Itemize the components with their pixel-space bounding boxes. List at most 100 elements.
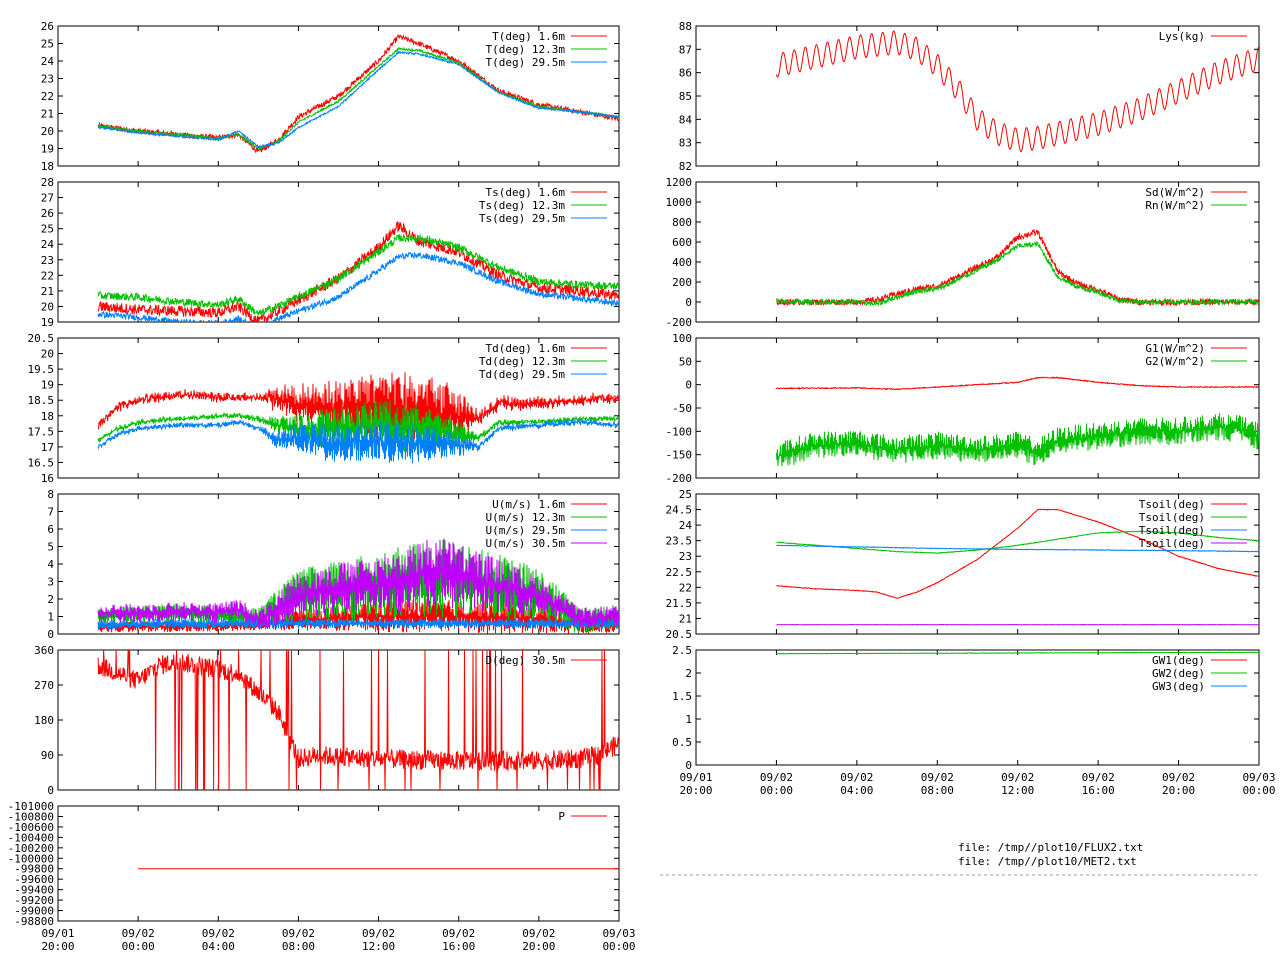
y-tick-label: -100200 <box>8 842 54 855</box>
y-tick-label: 16 <box>41 472 54 485</box>
legend-label: Ts(deg) 12.3m <box>479 199 565 212</box>
y-tick-label: 86 <box>679 67 692 80</box>
x-tick-label: 09/02 <box>1162 771 1195 784</box>
y-tick-label: 20 <box>41 125 54 138</box>
series-line-d-0 <box>97 650 619 790</box>
y-tick-label: 22 <box>679 581 692 594</box>
y-tick-label: 18 <box>41 160 54 173</box>
x-tick-label: 09/02 <box>362 927 395 940</box>
file-label-2: file: /tmp//plot10/MET2.txt <box>958 855 1137 868</box>
series-line-g-0 <box>776 376 1259 391</box>
plot-frame <box>57 337 620 479</box>
legend-label: Ts(deg) 1.6m <box>486 186 566 199</box>
x-tick-label: 09/02 <box>282 927 315 940</box>
x-tick-label: 09/01 <box>41 927 74 940</box>
series-line-g-1 <box>775 412 1259 467</box>
panel-d: 0 90 180 270 360 D(deg) 30.5m <box>34 644 620 797</box>
series-line-lys-0 <box>775 30 1259 153</box>
legend-label: T(deg) 29.5m <box>486 56 566 69</box>
legend-label: Td(deg) 29.5m <box>479 368 565 381</box>
y-tick-label: -100000 <box>8 852 54 865</box>
y-tick-label: 18 <box>41 410 54 423</box>
y-tick-label: -50 <box>672 402 692 415</box>
x-tick-label: 09/03 <box>1242 771 1275 784</box>
y-tick-label: -99000 <box>14 905 54 918</box>
y-tick-label: -98800 <box>14 915 54 928</box>
y-tick-label: 1000 <box>666 196 693 209</box>
legend-label: D(deg) 30.5m <box>486 654 566 667</box>
legend-label: U(m/s) 12.3m <box>486 511 566 524</box>
x-tick-label: 09/02 <box>840 771 873 784</box>
series-area <box>776 508 1259 626</box>
legend-label: Tsoil(deg) <box>1139 537 1205 550</box>
y-tick-label: -100800 <box>8 810 54 823</box>
y-tick-label: 24 <box>41 55 55 68</box>
legend-label: G2(W/m^2) <box>1145 355 1205 368</box>
series-line-u-2 <box>97 618 619 631</box>
series-line-sd-0 <box>775 228 1259 307</box>
legend-label: Rn(W/m^2) <box>1145 199 1205 212</box>
y-tick-label: 19 <box>41 379 54 392</box>
y-tick-label: 6 <box>47 523 54 536</box>
y-tick-label: 19.5 <box>28 363 55 376</box>
x-tick-label: 00:00 <box>602 940 635 953</box>
x-tick-label: 09/02 <box>1082 771 1115 784</box>
y-tick-label: 87 <box>679 43 692 56</box>
y-tick-label: 360 <box>34 644 54 657</box>
legend-label: Sd(W/m^2) <box>1145 186 1205 199</box>
y-tick-label: 8 <box>47 488 54 501</box>
legend-label: Ts(deg) 29.5m <box>479 212 565 225</box>
series-area <box>775 228 1259 307</box>
y-tick-label: 1.5 <box>672 690 692 703</box>
x-tick-label: 00:00 <box>1242 784 1275 797</box>
x-tick-label: 20:00 <box>522 940 555 953</box>
y-tick-label: 82 <box>679 160 692 173</box>
y-tick-label: 19 <box>41 143 54 156</box>
legend-label: Tsoil(deg) <box>1139 524 1205 537</box>
y-tick-label: 26 <box>41 207 54 220</box>
panel-lys: 82 83 84 85 86 87 88 Lys(kg) <box>679 20 1260 173</box>
x-tick-label: 09/02 <box>760 771 793 784</box>
plot-frame <box>57 805 620 922</box>
series-area <box>97 650 619 790</box>
x-tick-label: 12:00 <box>1001 784 1034 797</box>
y-tick-label: 0.5 <box>672 736 692 749</box>
y-tick-label: 50 <box>679 355 692 368</box>
y-tick-label: -150 <box>666 449 693 462</box>
legend-label: T(deg) 1.6m <box>492 30 565 43</box>
y-tick-label: 800 <box>672 216 692 229</box>
y-tick-label: 90 <box>41 749 54 762</box>
x-tick-label: 00:00 <box>122 940 155 953</box>
y-tick-label: 0 <box>685 379 692 392</box>
y-tick-label: 83 <box>679 137 692 150</box>
y-tick-label: 2 <box>47 593 54 606</box>
x-tick-label: 09/02 <box>1001 771 1034 784</box>
y-tick-label: 28 <box>41 176 54 189</box>
plot-frame <box>695 649 1260 766</box>
y-tick-label: 21 <box>679 612 692 625</box>
panel-g: -200 -150 -100 -50 0 50 100 G1(W/m^2)G2(W/m^2) <box>666 332 1260 485</box>
y-tick-label: 21 <box>41 285 54 298</box>
x-tick-label: 04:00 <box>202 940 235 953</box>
panel-td: 16 16.5 17 17.5 18 18.5 19 19.5 20 20.5 Td(deg) 1.… <box>28 332 620 485</box>
legend-label: T(deg) 12.3m <box>486 43 566 56</box>
y-tick-label: -99600 <box>14 873 54 886</box>
y-tick-label: 0 <box>685 759 692 772</box>
series-area <box>97 34 619 153</box>
y-tick-label: 25 <box>41 223 54 236</box>
y-tick-label: 1 <box>685 713 692 726</box>
y-tick-label: 0 <box>47 628 54 641</box>
legend-label: GW3(deg) <box>1152 680 1205 693</box>
y-tick-label: -100400 <box>8 831 54 844</box>
panel-tsoil: 20.5 21 21.5 22 22.5 23 23.5 24 24.5 25 Tsoil(deg)… <box>666 488 1260 641</box>
y-tick-label: -101000 <box>8 800 54 813</box>
series-area <box>97 221 619 322</box>
y-tick-label: 3 <box>47 576 54 589</box>
legend-label: U(m/s) 29.5m <box>486 524 566 537</box>
y-tick-label: 25 <box>41 38 54 51</box>
y-tick-label: 0 <box>47 784 54 797</box>
series-line-ts-0 <box>97 221 619 322</box>
y-tick-label: 2.5 <box>672 644 692 657</box>
